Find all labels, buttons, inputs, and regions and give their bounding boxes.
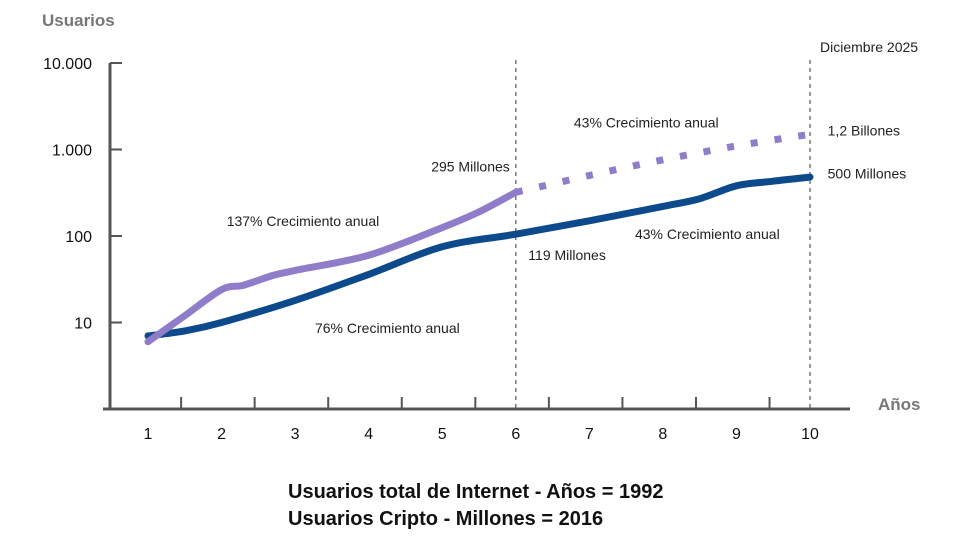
annotation-label: 43% Crecimiento anual [574,114,719,130]
x-axis-title: Años [878,395,921,414]
annotation-label: 1,2 Billones [828,123,900,139]
annotation-label: 119 Millones [528,247,606,263]
x-tick-label: 7 [585,426,594,443]
y-tick-label: 1.000 [52,143,92,160]
annotation-label: 500 Millones [828,166,907,182]
series-line-2 [144,188,520,346]
y-axis-title: Usuarios [42,11,115,30]
annotation-label: 295 Millones [431,158,510,174]
y-tick-label: 10 [74,316,92,333]
reference-lines: Diciembre 2025 [515,39,918,409]
x-tick-label: 6 [511,426,520,443]
footer-line-1: Usuarios total de Internet - Años = 1992 [288,481,664,503]
axes: 10 100 1.000 10.000 1 2 3 4 5 6 7 8 9 10 [43,56,850,443]
footer-line-2: Usuarios Cripto - Millones = 2016 [288,508,604,530]
annotations: 137% Crecimiento anual 295 Millones 43% Cr… [227,114,907,335]
series [144,130,814,346]
x-tick-label: 4 [364,426,373,443]
y-tick-label: 100 [65,229,92,246]
series-line-projection [515,130,811,196]
reference-line-label: Diciembre 2025 [820,39,918,55]
annotation-label: 43% Crecimiento anual [635,226,780,242]
x-tick-label: 10 [801,426,819,443]
x-tick-label: 8 [658,426,667,443]
x-tick-label: 3 [291,426,300,443]
annotation-label: 137% Crecimiento anual [227,213,380,229]
x-tick-label: 5 [438,426,447,443]
x-tick-label: 9 [732,426,741,443]
series-line-1 [144,173,814,340]
x-tick-label: 2 [217,426,226,443]
annotation-label: 76% Crecimiento anual [315,320,460,336]
x-tick-label: 1 [144,426,153,443]
y-tick-label: 10.000 [43,56,92,73]
